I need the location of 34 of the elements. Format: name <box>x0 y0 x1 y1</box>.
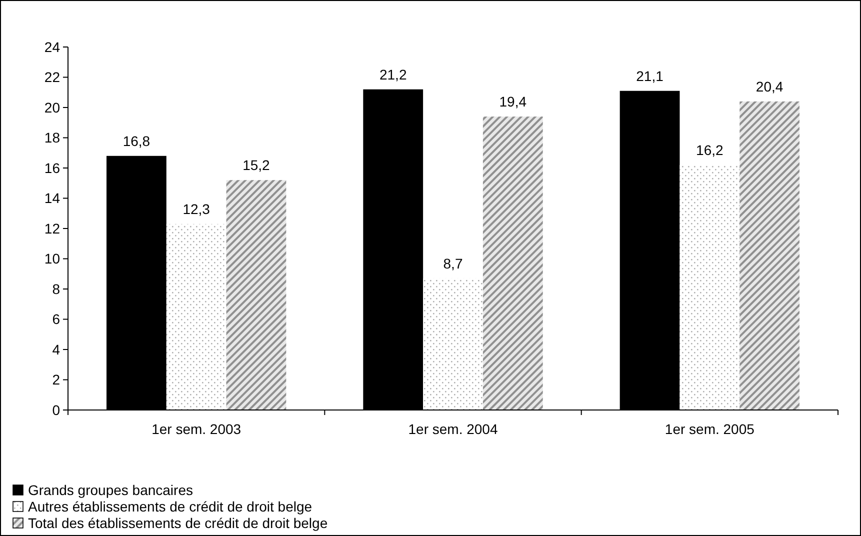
bar <box>226 180 286 410</box>
x-tick-label: 1er sem. 2004 <box>408 421 498 437</box>
data-label: 21,1 <box>636 68 664 84</box>
bar <box>482 116 543 410</box>
y-tick-label: 20 <box>44 99 60 116</box>
legend-label: Grands groupes bancaires <box>28 482 193 498</box>
y-tick-label: 0 <box>52 402 60 418</box>
y-tick-label: 14 <box>44 190 60 206</box>
data-label: 15,2 <box>242 157 270 174</box>
y-tick-label: 6 <box>52 311 60 328</box>
bar <box>423 278 483 410</box>
data-label: 16,8 <box>122 132 150 149</box>
data-label: 12,3 <box>182 200 210 217</box>
bar <box>680 164 740 410</box>
data-label: 19,4 <box>499 94 527 110</box>
data-label: 16,2 <box>696 142 724 158</box>
bar <box>166 224 226 410</box>
legend-label: Total des établissements de crédit de droit belge <box>28 514 328 531</box>
y-tick-label: 18 <box>44 130 60 146</box>
x-tick-label: 1er sem. 2005 <box>664 421 755 437</box>
y-tick-label: 24 <box>44 38 60 55</box>
y-tick-label: 10 <box>44 250 60 267</box>
y-tick-label: 2 <box>52 372 60 388</box>
data-label: 8,7 <box>443 255 463 272</box>
legend-label: Autres établissements de crédit de droit belge <box>28 498 312 514</box>
x-tick-label: 1er sem. 2003 <box>152 421 242 437</box>
y-tick-label: 16 <box>44 160 60 176</box>
bar <box>740 101 800 410</box>
y-tick-label: 12 <box>44 220 60 236</box>
data-label: 20,4 <box>756 78 784 94</box>
data-label: 21,2 <box>379 66 407 82</box>
y-tick-label: 4 <box>52 341 60 358</box>
y-tick-label: 8 <box>52 280 60 297</box>
y-tick-label: 22 <box>44 69 60 86</box>
